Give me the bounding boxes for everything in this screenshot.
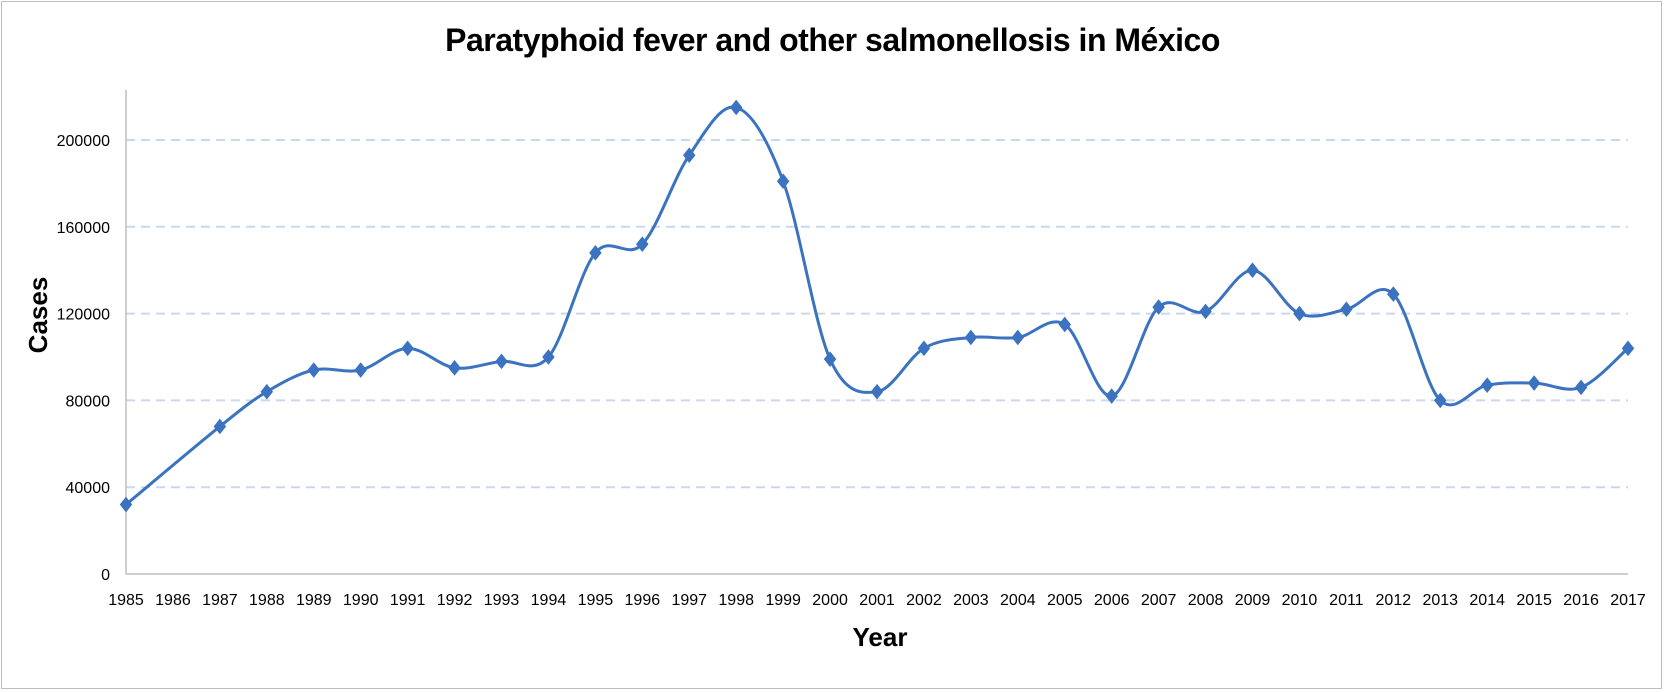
data-point-2014 (1480, 377, 1494, 394)
x-tick-label: 1990 (343, 592, 379, 609)
data-point-2003 (964, 329, 978, 346)
x-tick-label: 2013 (1422, 592, 1458, 609)
data-point-1993 (495, 353, 508, 370)
x-tick-label: 1995 (578, 592, 614, 609)
x-tick-label: 1996 (625, 592, 661, 609)
x-tick-label: 2010 (1282, 592, 1318, 609)
y-tick-label: 80000 (66, 393, 111, 410)
data-point-2013 (1434, 392, 1447, 409)
x-tick-label: 1986 (155, 592, 191, 609)
x-tick-label: 1992 (437, 592, 473, 609)
data-point-2017 (1621, 340, 1635, 357)
data-point-2005 (1058, 316, 1071, 333)
data-point-1988 (260, 383, 274, 400)
x-tick-label: 1987 (202, 592, 238, 609)
x-tick-label: 1993 (484, 592, 520, 609)
x-tick-label: 2004 (1000, 592, 1036, 609)
x-tick-label: 2008 (1188, 592, 1224, 609)
gridlines (126, 139, 1628, 489)
data-point-1990 (354, 362, 367, 378)
data-point-2009 (1246, 262, 1259, 279)
data-point-2001 (870, 383, 884, 400)
x-tick-label: 2009 (1235, 592, 1271, 609)
x-tick-label: 1989 (296, 592, 332, 609)
x-tick-label: 2017 (1610, 592, 1646, 609)
data-point-1992 (448, 360, 461, 376)
y-tick-label: 0 (101, 567, 110, 584)
data-point-2016 (1574, 379, 1588, 396)
data-point-1991 (401, 340, 414, 357)
data-point-2000 (823, 351, 837, 367)
data-point-2006 (1105, 388, 1118, 404)
data-point-1985 (119, 496, 133, 513)
chart-title: Paratyphoid fever and other salmonellosi… (445, 22, 1220, 58)
y-tick-label: 40000 (66, 480, 111, 497)
series-lines (125, 105, 1629, 506)
x-tick-label: 2003 (953, 592, 989, 609)
data-point-2007 (1152, 299, 1165, 315)
x-tick-label: 1988 (249, 592, 285, 609)
x-tick-label: 2000 (812, 592, 848, 609)
x-tick-label: 1985 (108, 592, 144, 609)
x-tick-label: 2012 (1376, 592, 1412, 609)
data-point-2011 (1340, 301, 1353, 318)
x-tick-label: 2001 (859, 592, 895, 609)
data-point-1998 (729, 99, 743, 116)
data-point-1997 (683, 147, 696, 163)
x-tick-label: 2014 (1469, 592, 1505, 609)
y-tick-label: 160000 (57, 220, 110, 237)
y-tick-labels: 0 40000 80000 120000 160000 200000 (57, 133, 110, 584)
x-tick-label: 2015 (1516, 592, 1552, 609)
data-point-2012 (1387, 286, 1400, 302)
x-tick-label: 2016 (1563, 592, 1599, 609)
data-point-2002 (917, 340, 931, 357)
y-tick-label: 200000 (57, 133, 110, 150)
x-tick-labels: 1985 1986 1987 1988 1989 1990 1991 1992 1993 1994… (108, 592, 1646, 609)
x-tick-label: 1991 (390, 592, 426, 609)
y-tick-label: 120000 (57, 307, 110, 324)
x-tick-label: 2007 (1141, 592, 1177, 609)
x-tick-label: 1999 (765, 592, 801, 609)
x-tick-label: 1997 (671, 592, 707, 609)
x-tick-label: 2005 (1047, 592, 1083, 609)
x-tick-label: 1994 (531, 592, 567, 609)
x-tick-label: 2011 (1329, 592, 1364, 609)
data-point-1996 (636, 236, 649, 252)
x-tick-label: 1998 (718, 592, 754, 609)
x-tick-label: 2006 (1094, 592, 1130, 609)
data-point-2004 (1011, 329, 1025, 346)
axes (125, 90, 1628, 575)
data-point-2015 (1527, 375, 1541, 391)
x-tick-label: 2002 (906, 592, 942, 609)
data-point-2010 (1293, 305, 1306, 322)
data-point-2008 (1199, 303, 1212, 320)
data-point-1999 (776, 173, 790, 190)
x-axis-label: Year (852, 622, 908, 652)
data-point-1994 (542, 349, 555, 365)
data-point-1989 (307, 362, 320, 378)
data-point-1987 (213, 418, 227, 435)
data-points (119, 99, 1635, 513)
series-line-0 (125, 105, 1629, 506)
data-point-1995 (589, 245, 602, 261)
